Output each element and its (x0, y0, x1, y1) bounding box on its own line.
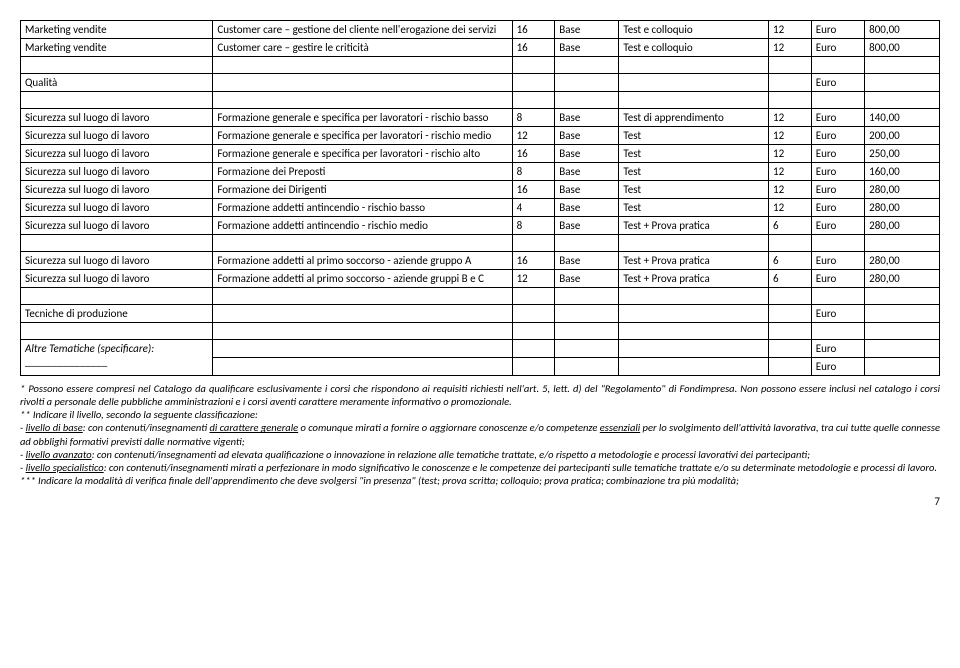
table-row: Sicurezza sul luogo di lavoroFormazione … (21, 181, 940, 199)
cell-g: Euro (811, 21, 864, 39)
cell-a: Marketing vendite (21, 39, 213, 57)
footnotes: * Possono essere compresi nel Catalogo d… (20, 382, 940, 487)
cell-h: 800,00 (865, 21, 940, 39)
spacer-row (21, 235, 940, 252)
cell-a: Tecniche di produzione (21, 305, 213, 323)
table-row: Sicurezza sul luogo di lavoroFormazione … (21, 270, 940, 288)
table-row: Sicurezza sul luogo di lavoroFormazione … (21, 109, 940, 127)
cell-c: 16 (512, 39, 555, 57)
cell-g: Euro (811, 305, 864, 323)
cell-g: Euro (811, 74, 864, 92)
qualita-row: Qualità Euro (21, 74, 940, 92)
note-4: - livello avanzato: con contenuti/insegn… (20, 448, 810, 461)
cell-d: Base (555, 21, 619, 39)
table-row: Marketing vendite Customer care – gestir… (21, 39, 940, 57)
table-row: Sicurezza sul luogo di lavoroFormazione … (21, 145, 940, 163)
cell-a: Marketing vendite (21, 21, 213, 39)
spacer-row (21, 92, 940, 109)
note-1: * Possono essere compresi nel Catalogo d… (20, 382, 940, 408)
table-row: Marketing vendite Customer care – gestio… (21, 21, 940, 39)
note-5: - livello specialistico: con contenuti/i… (20, 461, 937, 474)
altre-label: Altre Tematiche (specificare): _________… (21, 340, 213, 376)
catalog-table: Marketing vendite Customer care – gestio… (20, 20, 940, 376)
altre-row-1: Altre Tematiche (specificare): _________… (21, 340, 940, 358)
cell-f: 12 (769, 39, 812, 57)
table-row: Sicurezza sul luogo di lavoroFormazione … (21, 127, 940, 145)
cell-h: 800,00 (865, 39, 940, 57)
table-row: Sicurezza sul luogo di lavoroFormazione … (21, 163, 940, 181)
spacer-row (21, 288, 940, 305)
table-row: Sicurezza sul luogo di lavoroFormazione … (21, 252, 940, 270)
spacer-row (21, 323, 940, 340)
spacer-row (21, 57, 940, 74)
note-2: ** Indicare il livello, secondo la segue… (20, 408, 258, 421)
note-3: - livello di base: con contenuti/insegna… (20, 421, 940, 447)
table-row: Sicurezza sul luogo di lavoroFormazione … (21, 199, 940, 217)
cell-c: 16 (512, 21, 555, 39)
cell-d: Base (555, 39, 619, 57)
cell-e: Test e colloquio (619, 21, 769, 39)
tecniche-row: Tecniche di produzione Euro (21, 305, 940, 323)
cell-a: Qualità (21, 74, 213, 92)
table-row: Sicurezza sul luogo di lavoroFormazione … (21, 217, 940, 235)
cell-e: Test e colloquio (619, 39, 769, 57)
note-6: *** Indicare la modalità di verifica fin… (20, 474, 739, 487)
cell-b: Customer care – gestione del cliente nel… (213, 21, 512, 39)
cell-b: Customer care – gestire le criticità (213, 39, 512, 57)
page-number: 7 (20, 495, 940, 508)
cell-g: Euro (811, 39, 864, 57)
cell-f: 12 (769, 21, 812, 39)
